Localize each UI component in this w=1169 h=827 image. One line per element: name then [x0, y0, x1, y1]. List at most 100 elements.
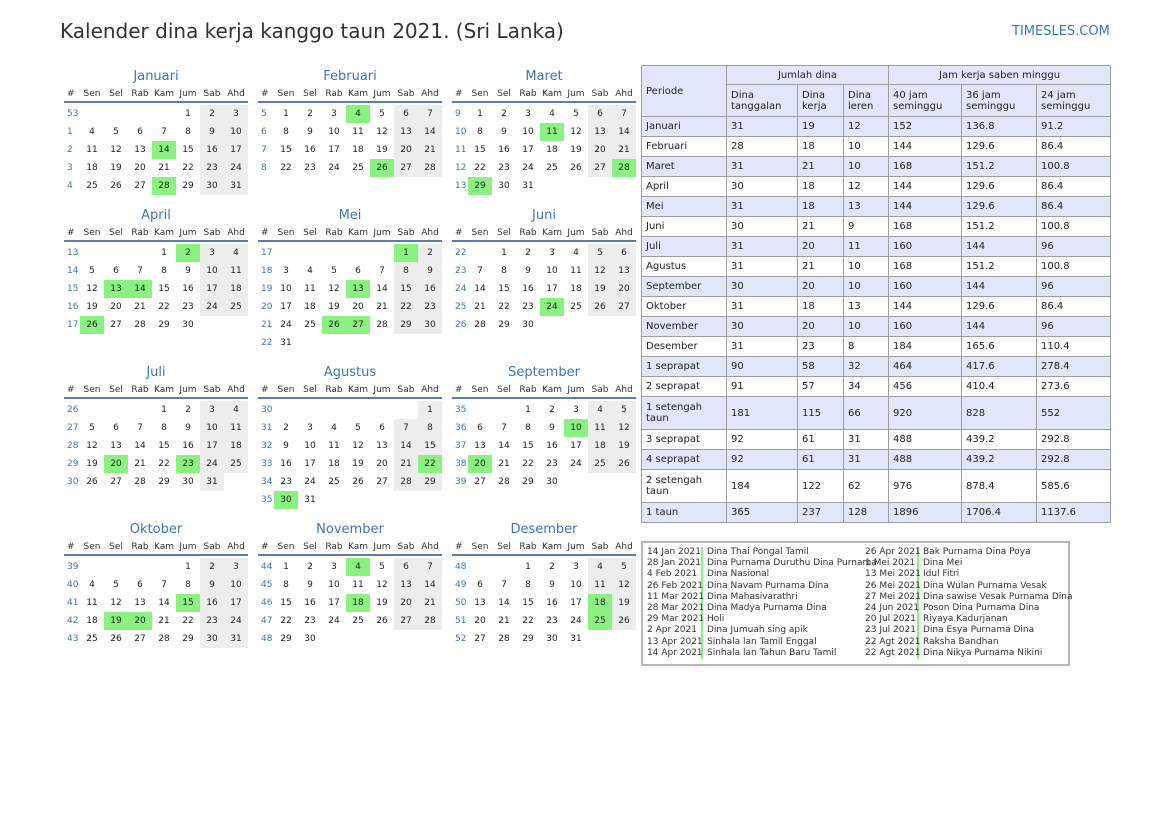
day-cell[interactable]: 25 — [86, 181, 98, 191]
day-cell[interactable]: 9 — [525, 266, 531, 276]
day-cell[interactable]: 28 — [376, 320, 388, 330]
day-cell[interactable]: 7 — [612, 105, 636, 123]
day-cell[interactable]: 22 — [418, 455, 442, 473]
day-cell[interactable]: 8 — [185, 127, 191, 137]
day-cell[interactable]: 27 — [134, 181, 146, 191]
day-cell[interactable]: 9 — [185, 423, 191, 433]
day-cell[interactable]: 3 — [200, 244, 224, 262]
day-cell[interactable]: 18 — [304, 302, 316, 312]
day-cell[interactable]: 16 — [280, 459, 292, 469]
day-cell[interactable]: 26 — [110, 634, 122, 644]
day-cell[interactable]: 10 — [328, 127, 340, 137]
day-cell[interactable]: 3 — [224, 105, 248, 123]
day-cell[interactable]: 12 — [110, 145, 122, 155]
day-cell[interactable]: 11 — [224, 262, 248, 280]
day-cell[interactable]: 20 — [352, 302, 364, 312]
day-cell[interactable]: 20 — [468, 455, 492, 473]
day-cell[interactable]: 5 — [573, 109, 579, 119]
day-cell[interactable]: 22 — [522, 459, 534, 469]
day-cell[interactable]: 30 — [546, 477, 558, 487]
day-cell[interactable]: 27 — [588, 159, 612, 177]
day-cell[interactable]: 12 — [376, 127, 388, 137]
day-cell[interactable]: 5 — [612, 401, 636, 419]
day-cell[interactable]: 1 — [283, 562, 289, 572]
day-cell[interactable]: 2 — [200, 105, 224, 123]
day-cell[interactable]: 11 — [352, 580, 364, 590]
day-cell[interactable]: 21 — [612, 141, 636, 159]
day-cell[interactable]: 15 — [394, 280, 418, 298]
day-cell[interactable]: 29 — [468, 177, 492, 195]
day-cell[interactable]: 17 — [224, 594, 248, 612]
day-cell[interactable]: 25 — [546, 163, 558, 173]
day-cell[interactable]: 15 — [158, 284, 170, 294]
day-cell[interactable]: 25 — [352, 163, 364, 173]
day-cell[interactable]: 26 — [110, 181, 122, 191]
day-cell[interactable]: 25 — [224, 455, 248, 473]
day-cell[interactable]: 4 — [224, 244, 248, 262]
day-cell[interactable]: 12 — [86, 284, 98, 294]
day-cell[interactable]: 19 — [110, 163, 122, 173]
day-cell[interactable]: 28 — [158, 634, 170, 644]
day-cell[interactable]: 13 — [134, 145, 146, 155]
day-cell[interactable]: 30 — [182, 320, 194, 330]
day-cell[interactable]: 26 — [322, 316, 346, 334]
day-cell[interactable]: 17 — [280, 302, 292, 312]
day-cell[interactable]: 13 — [134, 598, 146, 608]
day-cell[interactable]: 11 — [588, 419, 612, 437]
day-cell[interactable]: 9 — [418, 262, 442, 280]
day-cell[interactable]: 19 — [588, 280, 612, 298]
day-cell[interactable]: 5 — [89, 423, 95, 433]
day-cell[interactable]: 15 — [498, 284, 510, 294]
day-cell[interactable]: 11 — [224, 419, 248, 437]
day-cell[interactable]: 9 — [200, 576, 224, 594]
day-cell[interactable]: 21 — [158, 616, 170, 626]
day-cell[interactable]: 14 — [498, 598, 510, 608]
day-cell[interactable]: 21 — [394, 455, 418, 473]
day-cell[interactable]: 15 — [522, 441, 534, 451]
day-cell[interactable]: 6 — [379, 423, 385, 433]
day-cell[interactable]: 24 — [522, 163, 534, 173]
day-cell[interactable]: 24 — [540, 298, 564, 316]
day-cell[interactable]: 24 — [224, 612, 248, 630]
day-cell[interactable]: 14 — [498, 441, 510, 451]
day-cell[interactable]: 1 — [394, 244, 418, 262]
day-cell[interactable]: 30 — [418, 316, 442, 334]
day-cell[interactable]: 9 — [307, 127, 313, 137]
day-cell[interactable]: 1 — [185, 562, 191, 572]
day-cell[interactable]: 27 — [110, 320, 122, 330]
day-cell[interactable]: 19 — [352, 459, 364, 469]
day-cell[interactable]: 5 — [113, 127, 119, 137]
day-cell[interactable]: 22 — [182, 163, 194, 173]
day-cell[interactable]: 11 — [540, 123, 564, 141]
day-cell[interactable]: 18 — [588, 437, 612, 455]
day-cell[interactable]: 1 — [525, 562, 531, 572]
day-cell[interactable]: 21 — [376, 302, 388, 312]
day-cell[interactable]: 7 — [501, 423, 507, 433]
day-cell[interactable]: 22 — [158, 302, 170, 312]
day-cell[interactable]: 19 — [376, 598, 388, 608]
day-cell[interactable]: 8 — [418, 419, 442, 437]
day-cell[interactable]: 18 — [352, 145, 364, 155]
day-cell[interactable]: 3 — [307, 423, 313, 433]
day-cell[interactable]: 20 — [394, 141, 418, 159]
day-cell[interactable]: 7 — [477, 266, 483, 276]
day-cell[interactable]: 21 — [134, 459, 146, 469]
day-cell[interactable]: 2 — [185, 405, 191, 415]
day-cell[interactable]: 13 — [394, 576, 418, 594]
day-cell[interactable]: 30 — [200, 630, 224, 648]
day-cell[interactable]: 26 — [86, 477, 98, 487]
day-cell[interactable]: 6 — [137, 580, 143, 590]
day-cell[interactable]: 12 — [86, 441, 98, 451]
day-cell[interactable]: 23 — [200, 159, 224, 177]
day-cell[interactable]: 9 — [200, 123, 224, 141]
day-cell[interactable]: 9 — [549, 580, 555, 590]
day-cell[interactable]: 7 — [418, 105, 442, 123]
day-cell[interactable]: 10 — [224, 123, 248, 141]
day-cell[interactable]: 10 — [224, 576, 248, 594]
day-cell[interactable]: 3 — [331, 109, 337, 119]
day-cell[interactable]: 16 — [182, 284, 194, 294]
day-cell[interactable]: 18 — [328, 459, 340, 469]
day-cell[interactable]: 31 — [280, 338, 292, 348]
day-cell[interactable]: 5 — [379, 562, 385, 572]
day-cell[interactable]: 20 — [376, 459, 388, 469]
